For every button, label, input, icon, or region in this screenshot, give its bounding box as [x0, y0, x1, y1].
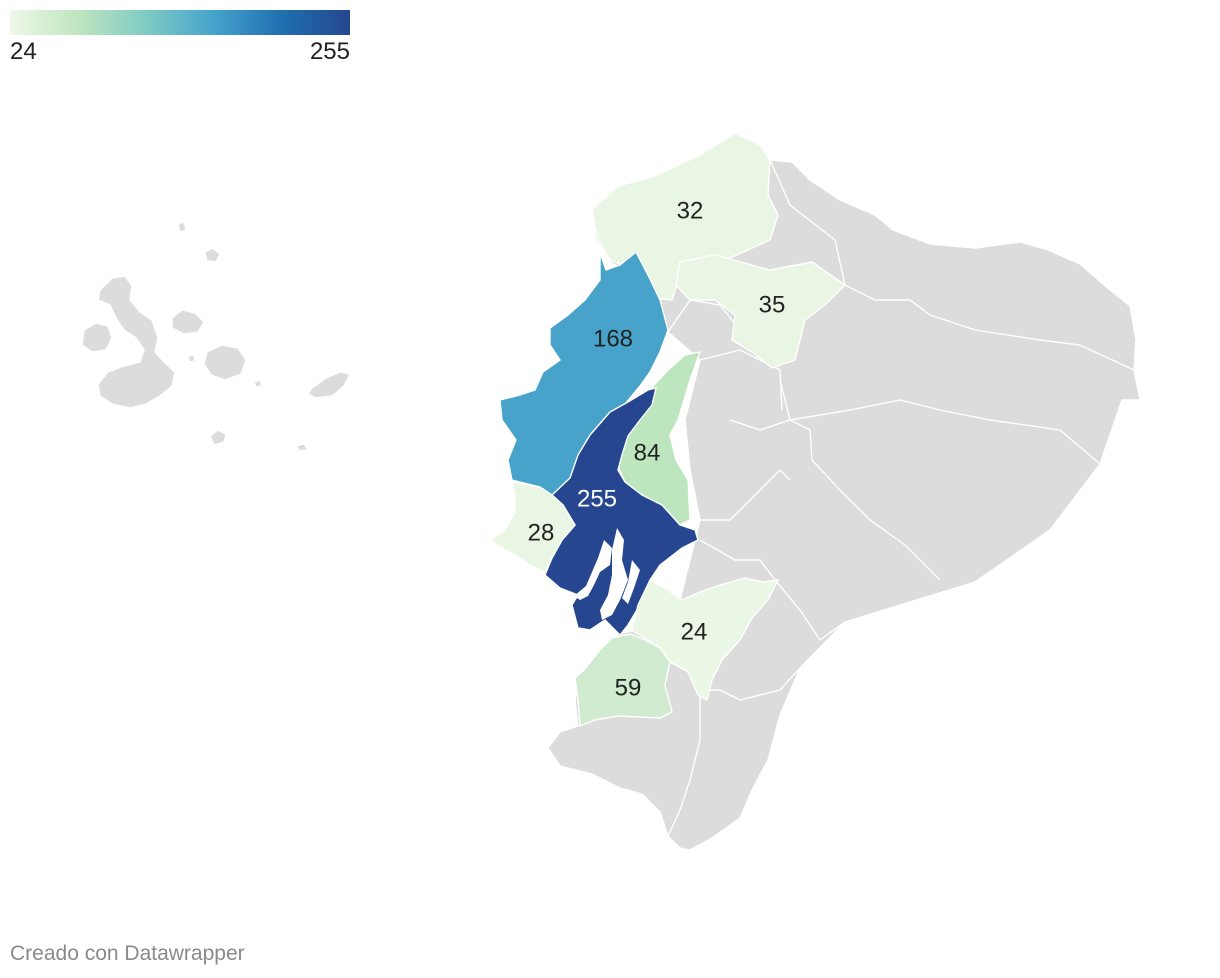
credit-line: Creado con Datawrapper [10, 942, 245, 965]
border-cotopaxi [699, 349, 783, 411]
gulf-inlet-west [574, 540, 612, 600]
label-santa-elena: 28 [528, 519, 555, 546]
border-loja-zamora [700, 667, 801, 701]
island-pinzon [253, 379, 263, 388]
island-pinta [177, 221, 187, 233]
province-borders [667, 159, 1135, 837]
label-manabi: 168 [593, 325, 633, 352]
border-chimborazo [700, 469, 791, 521]
border-orellana-pastaza [789, 399, 1101, 465]
province-santa-elena [489, 481, 576, 573]
island-san-cristobal [307, 371, 351, 399]
province-el-oro [574, 633, 673, 727]
island-isabela [97, 275, 176, 409]
island-santa-cruz [203, 344, 247, 381]
label-guayas: 255 [577, 485, 617, 512]
border-pichincha-napo [844, 284, 931, 316]
province-azuay [631, 577, 779, 701]
island-fernandina [81, 322, 113, 353]
border-morona-zamora [774, 579, 846, 641]
border-sucumbios-orellana [929, 314, 1135, 371]
border-santo-domingo [667, 299, 741, 333]
island-floreana [209, 429, 227, 446]
legend-max-label: 255 [309, 38, 350, 65]
galapagos-islands [81, 221, 351, 452]
island-rabida [187, 354, 196, 363]
value-labels: 32 35 168 84 255 28 24 59 [528, 197, 786, 701]
island-santiago [171, 309, 205, 335]
island-marchena [204, 247, 221, 263]
province-imbabura [675, 254, 846, 369]
gulf-water [574, 528, 640, 620]
island-espanola [295, 443, 309, 452]
label-el-oro: 59 [615, 674, 642, 701]
border-napo-pastaza [779, 379, 813, 461]
label-azuay: 24 [681, 618, 708, 645]
border-canar [699, 539, 776, 581]
gulf-inlet-east [622, 560, 640, 604]
border-pastaza-morona [811, 459, 941, 581]
border-carchi-sucumbios [769, 159, 846, 286]
data-provinces [489, 132, 846, 727]
gulf-inlet-center [600, 528, 628, 620]
border-tungurahua [729, 419, 791, 431]
label-los-rios: 84 [634, 439, 661, 466]
legend-gradient-bar [10, 10, 350, 35]
color-legend: 24 255 [10, 10, 350, 65]
label-imbabura: 35 [759, 291, 786, 318]
label-esmeraldas: 32 [677, 197, 704, 224]
border-loja-inner [667, 690, 701, 837]
legend-min-label: 24 [10, 38, 37, 65]
